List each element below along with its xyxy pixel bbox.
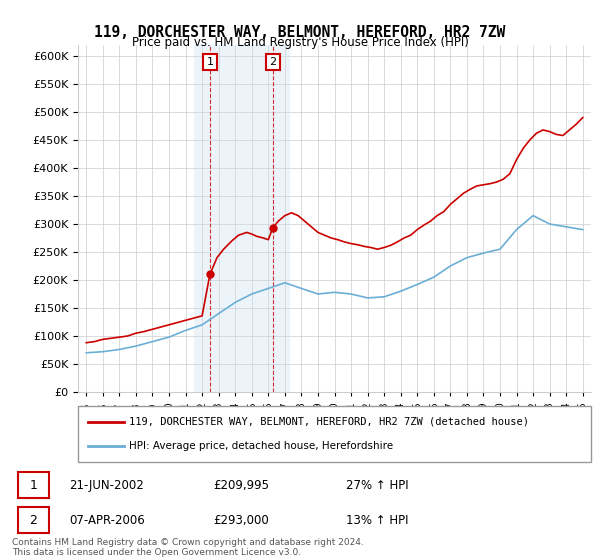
Text: 119, DORCHESTER WAY, BELMONT, HEREFORD, HR2 7ZW (detached house): 119, DORCHESTER WAY, BELMONT, HEREFORD, …: [130, 417, 529, 427]
Text: Price paid vs. HM Land Registry's House Price Index (HPI): Price paid vs. HM Land Registry's House …: [131, 36, 469, 49]
Text: 13% ↑ HPI: 13% ↑ HPI: [346, 514, 409, 526]
FancyBboxPatch shape: [18, 507, 49, 533]
Text: 07-APR-2006: 07-APR-2006: [70, 514, 145, 526]
Text: 21-JUN-2002: 21-JUN-2002: [70, 479, 145, 492]
FancyBboxPatch shape: [78, 406, 591, 462]
Text: HPI: Average price, detached house, Herefordshire: HPI: Average price, detached house, Here…: [130, 441, 394, 451]
FancyBboxPatch shape: [18, 472, 49, 498]
Text: 2: 2: [269, 57, 277, 67]
Text: 119, DORCHESTER WAY, BELMONT, HEREFORD, HR2 7ZW: 119, DORCHESTER WAY, BELMONT, HEREFORD, …: [94, 25, 506, 40]
Text: Contains HM Land Registry data © Crown copyright and database right 2024.
This d: Contains HM Land Registry data © Crown c…: [12, 538, 364, 557]
Text: 1: 1: [29, 479, 37, 492]
Text: 1: 1: [206, 57, 214, 67]
Text: £293,000: £293,000: [214, 514, 269, 526]
Bar: [194, 45, 290, 392]
Text: £209,995: £209,995: [214, 479, 269, 492]
Text: 2: 2: [29, 514, 37, 526]
Text: 27% ↑ HPI: 27% ↑ HPI: [346, 479, 409, 492]
